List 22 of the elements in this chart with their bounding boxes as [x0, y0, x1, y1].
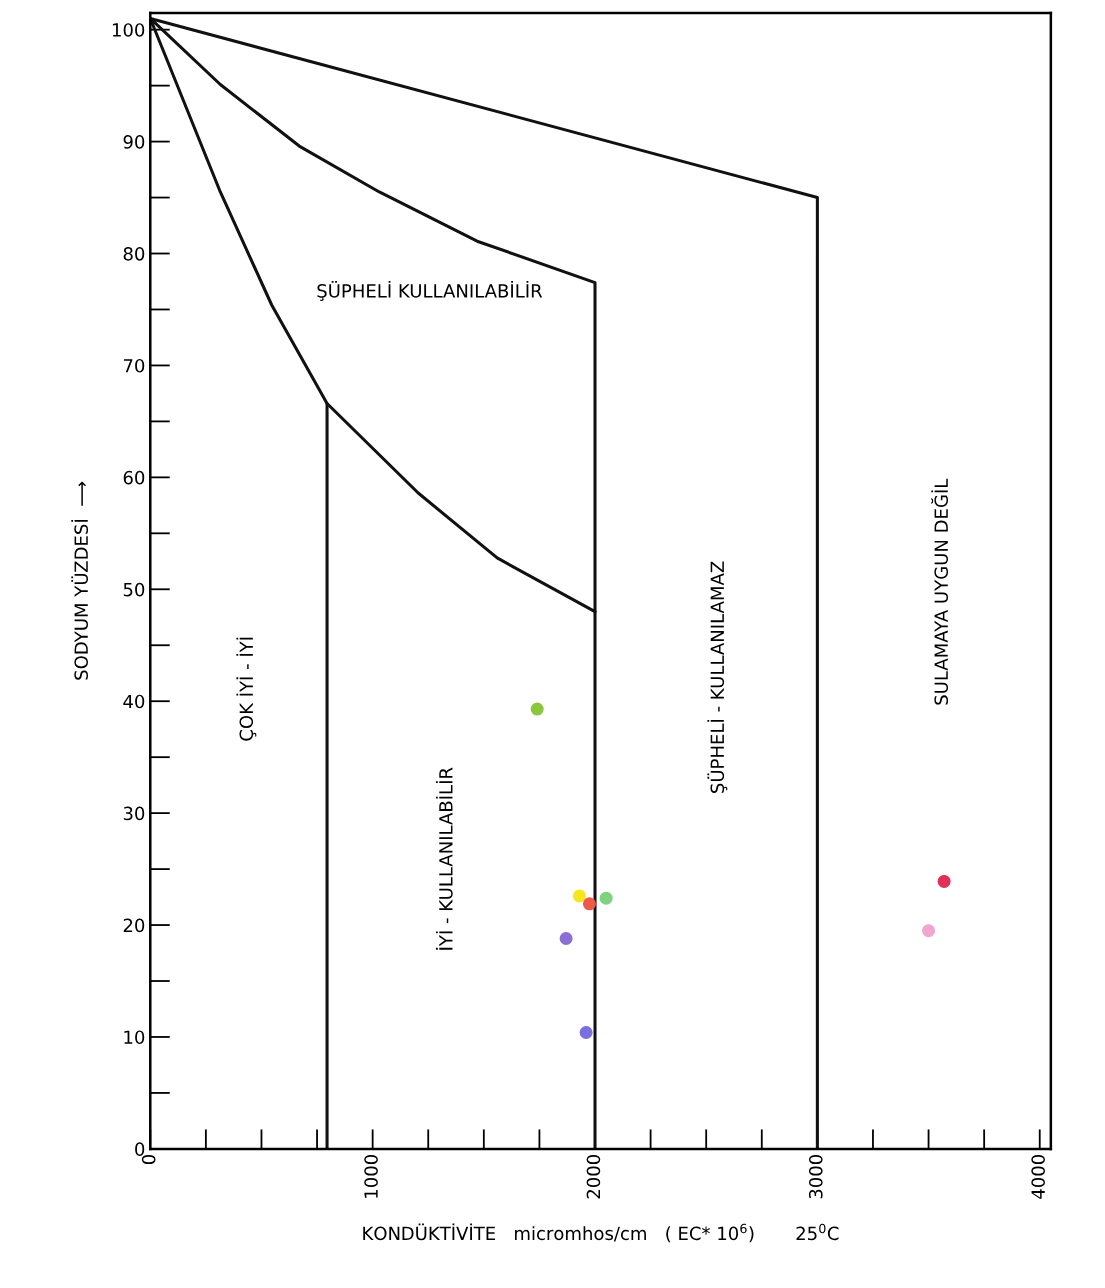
y-tick-label: 60	[123, 470, 145, 485]
y-tick-label: 30	[123, 806, 145, 821]
x-tick-label: 3000	[808, 1154, 823, 1199]
y-axis-title: SODYUM YÜZDESİ ⟶	[71, 481, 89, 680]
x-tick-label: 2000	[586, 1154, 601, 1199]
annotation: SULAMAYA UYGUN DEĞİL	[931, 478, 949, 705]
y-tick-label: 10	[124, 1030, 145, 1045]
annotation: ŞÜPHELİ - KULLANILAMAZ	[707, 561, 728, 793]
y-tick-label: 20	[123, 918, 145, 933]
annotation: İYİ - KULLANILABİLİR	[435, 767, 453, 950]
y-tick-label: 0	[135, 1142, 145, 1157]
y-tick-label: 80	[123, 246, 145, 261]
y-tick-label: 100	[112, 23, 145, 37]
x-tick-label: 4000	[1031, 1154, 1045, 1199]
annotation: ŞÜPHELİ KULLANILABİLİR	[317, 280, 543, 301]
x-axis-title: KONDÜKTİVİTE micromhos/cm ( EC* 10$^{6}$) 25$^{0}$C	[363, 1223, 839, 1243]
y-tick-label: 70	[123, 358, 145, 373]
y-tick-label: 50	[123, 582, 145, 597]
y-tick-label: 40	[123, 694, 145, 709]
annotation: ÇOK İYİ - İYİ	[236, 637, 257, 741]
y-tick-label: 90	[123, 135, 145, 149]
x-tick-label: 1000	[364, 1154, 378, 1198]
